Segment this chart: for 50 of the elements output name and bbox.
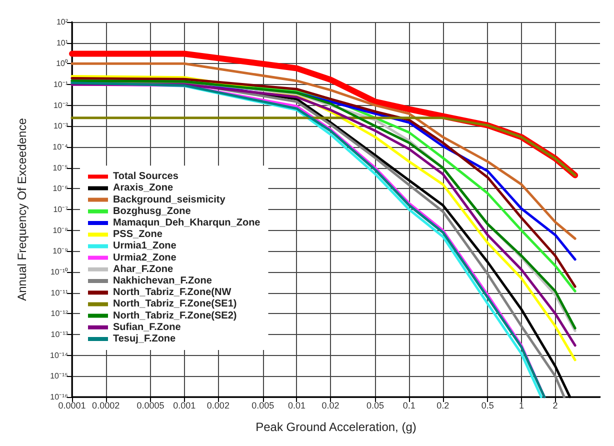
x-tick-label: 0.0001 bbox=[58, 400, 86, 410]
y-tick-label: 10⁻⁵ bbox=[52, 163, 68, 172]
x-tick-label: 2 bbox=[552, 400, 558, 410]
x-tick-label: 0.05 bbox=[366, 400, 384, 410]
legend-label: North_Tabriz_F.Zone(SE2) bbox=[113, 310, 237, 322]
legend-label: PSS_Zone bbox=[113, 229, 163, 240]
y-tick-label: 10¹ bbox=[56, 38, 68, 48]
y-tick-label: 10⁻⁹ bbox=[52, 246, 68, 256]
y-tick-label: 10⁻² bbox=[53, 100, 68, 110]
y-tick-label: 10⁻¹⁴ bbox=[50, 350, 69, 360]
legend-label: Urmia2_Zone bbox=[113, 252, 177, 264]
legend-label: Tesuj_F.Zone bbox=[113, 334, 176, 344]
x-axis-title: Peak Ground Acceleration, (g) bbox=[256, 420, 416, 434]
y-tick-label: 10⁻¹⁶ bbox=[50, 392, 68, 402]
legend-label: Background_seismicity bbox=[113, 194, 226, 206]
y-tick-label: 10⁻¹³ bbox=[50, 330, 68, 339]
y-tick-label: 10⁻⁸ bbox=[52, 226, 68, 235]
legend-label: Urmia1_Zone bbox=[113, 240, 177, 252]
y-tick-label: 10² bbox=[56, 18, 68, 26]
x-tick-label: 0.005 bbox=[252, 400, 274, 410]
legend-label: Ahar_F.Zone bbox=[113, 264, 174, 275]
legend-label: Sufian_F.Zone bbox=[113, 322, 182, 333]
y-axis-title: Annual Frequency Of Exceedence bbox=[15, 118, 29, 301]
legend-label: Nakhichevan_F.Zone bbox=[113, 276, 212, 286]
legend-label: Mamaqun_Deh_Kharqun_Zone bbox=[113, 218, 261, 228]
x-tick-label: 0.02 bbox=[322, 400, 340, 410]
x-tick-label: 0.5 bbox=[481, 400, 494, 410]
x-tick-label: 0.0005 bbox=[136, 400, 164, 410]
y-tick-label: 10⁻³ bbox=[53, 122, 68, 131]
x-tick-label: 1 bbox=[518, 400, 524, 410]
y-tick-label: 10⁻⁶ bbox=[52, 184, 68, 194]
legend-label: North_Tabriz_F.Zone(NW bbox=[113, 287, 232, 298]
x-tick-label: 0.2 bbox=[436, 400, 450, 410]
y-tick-label: 10⁻¹¹ bbox=[50, 288, 68, 298]
legend-label: Total Sources bbox=[113, 171, 179, 182]
y-tick-label: 10⁻¹ bbox=[53, 80, 68, 89]
legend-label: North_Tabriz_F.Zone(SE1) bbox=[113, 298, 237, 310]
y-tick-label: 10⁻¹⁵ bbox=[50, 372, 68, 381]
y-tick-label: 10⁻⁷ bbox=[53, 205, 68, 214]
x-tick-label: 0.002 bbox=[206, 400, 230, 410]
y-tick-label: 10⁰ bbox=[56, 59, 68, 68]
legend-label: Araxis_Zone bbox=[113, 182, 174, 194]
x-tick-label: 0.1 bbox=[402, 400, 416, 410]
y-tick-label: 10⁻⁴ bbox=[52, 142, 69, 152]
x-tick-label: 0.01 bbox=[288, 400, 306, 410]
x-tick-label: 0.0002 bbox=[92, 400, 120, 410]
y-tick-label: 10⁻¹⁰ bbox=[50, 268, 68, 276]
y-tick-label: 10⁻¹² bbox=[50, 309, 68, 318]
legend-label: Bozghusg_Zone bbox=[113, 206, 192, 217]
x-tick-label: 0.001 bbox=[173, 400, 196, 410]
